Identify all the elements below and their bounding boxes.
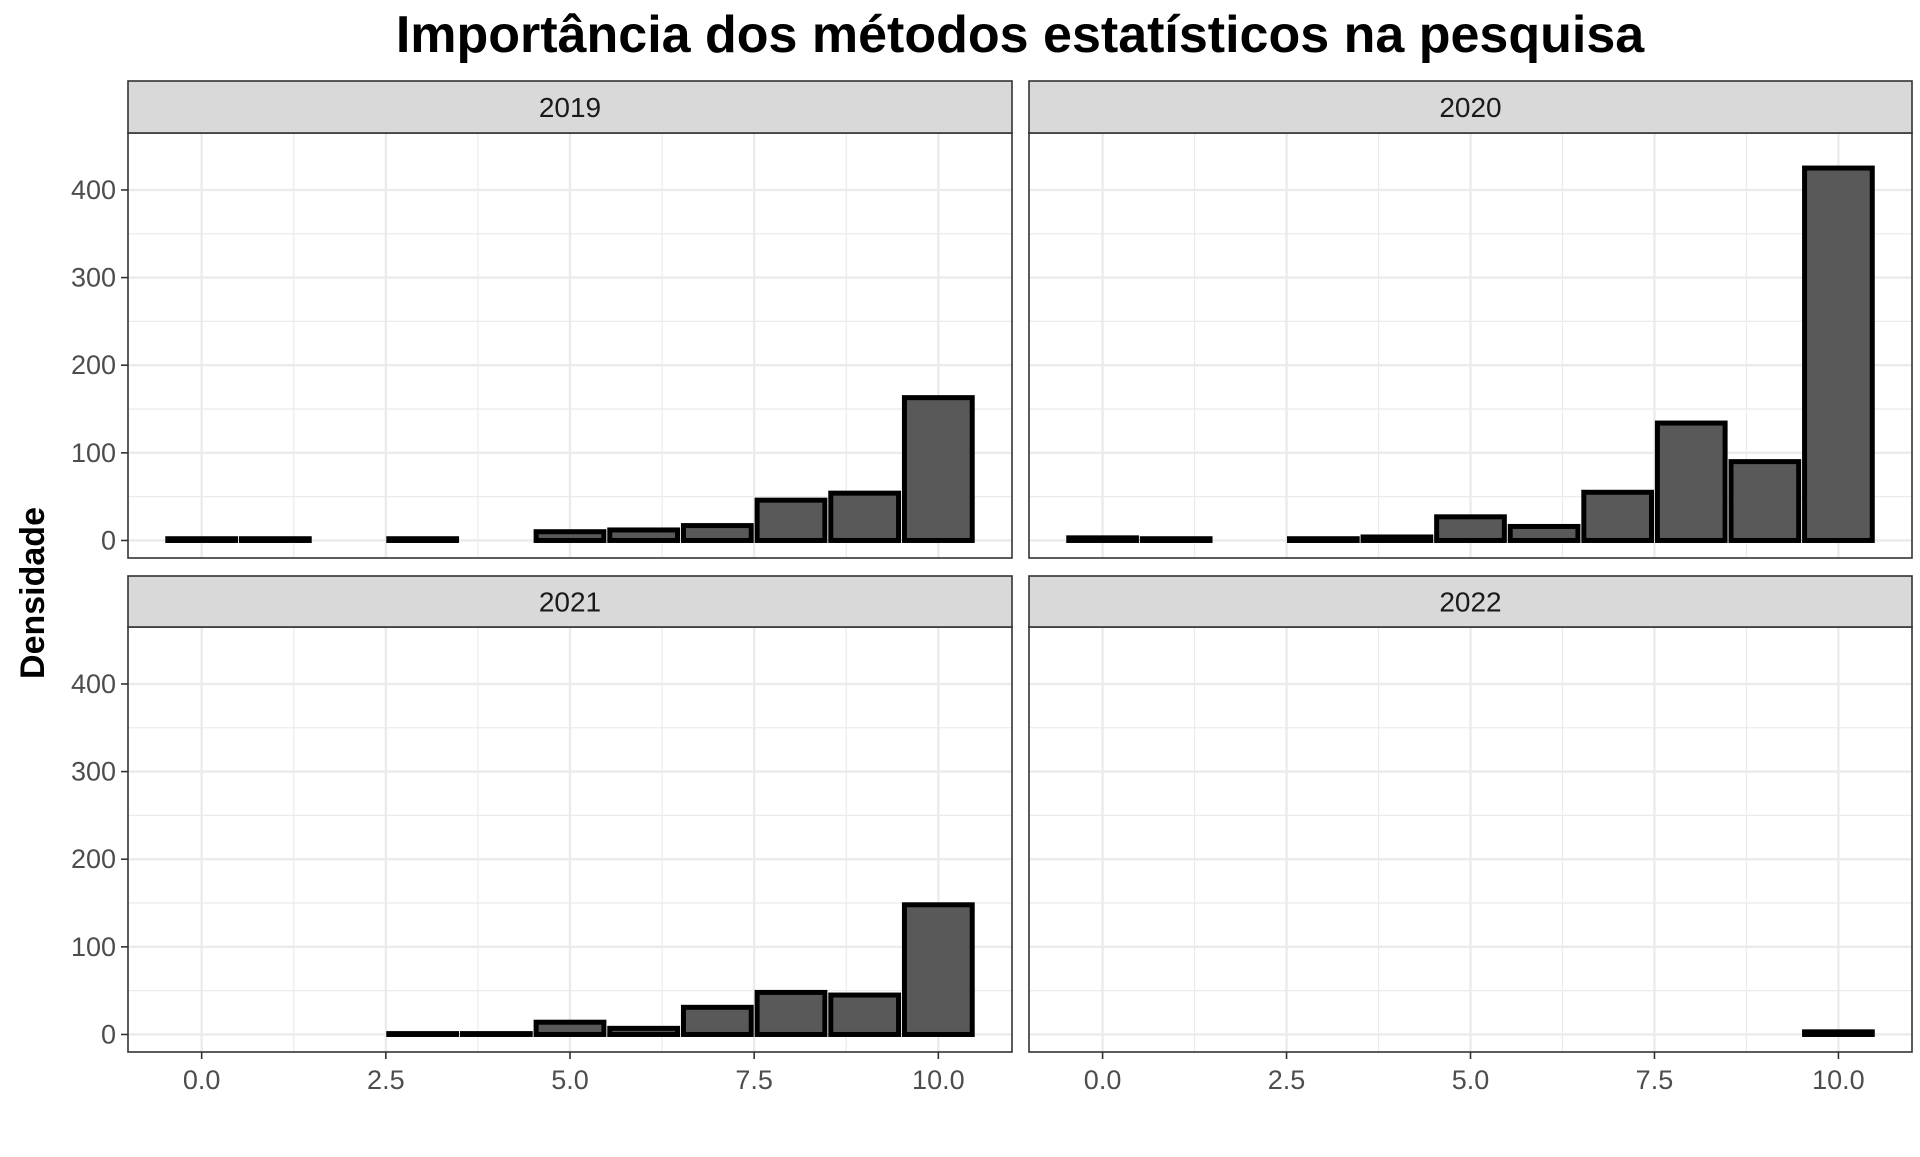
histogram-bar <box>754 989 828 1037</box>
facet-strip-label: 2020 <box>1439 92 1501 123</box>
facet-strip <box>1028 575 1913 628</box>
facet-panel: 2019 0 100 200 300 400 <box>71 80 1013 559</box>
y-tick-label: 200 <box>71 844 116 874</box>
facet-strip-label: 2022 <box>1439 587 1501 618</box>
histogram-bar <box>828 490 902 543</box>
histogram-bar <box>1139 536 1213 543</box>
x-tick-label: 7.5 <box>735 1065 773 1095</box>
facet-panel: 2021 0 100 200 300 400 0.0 2.5 5.0 7.5 10.0 <box>71 575 1013 1095</box>
y-tick-label: 100 <box>71 932 116 962</box>
y-axis-label: Densidade <box>14 507 52 679</box>
facet-panel: 2022 0.0 2.5 5.0 7.5 10.0 <box>1028 575 1913 1095</box>
histogram-bar <box>828 992 902 1037</box>
facet-strip <box>127 575 1013 628</box>
y-tick-label: 300 <box>71 757 116 787</box>
histogram-bar <box>386 1031 460 1037</box>
x-tick-label: 10.0 <box>1812 1065 1865 1095</box>
y-tick-label: 0 <box>101 525 116 555</box>
histogram-bar <box>533 1019 607 1037</box>
facet-strip <box>1028 80 1913 134</box>
histogram-bar <box>459 1031 533 1037</box>
facet-strip-label: 2019 <box>539 92 601 123</box>
facet-strip <box>127 80 1013 134</box>
x-tick-label: 5.0 <box>1452 1065 1490 1095</box>
y-tick-label: 300 <box>71 263 116 293</box>
histogram-bar <box>607 527 681 543</box>
x-tick-label: 0.0 <box>1084 1065 1122 1095</box>
x-tick-label: 2.5 <box>1268 1065 1306 1095</box>
histogram-bar <box>1360 534 1434 543</box>
facet-panels: 2019 0 100 200 300 400 2020 2021 0 100 200 300 400 0.… <box>71 80 1913 1095</box>
x-tick-label: 7.5 <box>1636 1065 1674 1095</box>
y-tick-label: 400 <box>71 669 116 699</box>
histogram-bar <box>901 902 975 1037</box>
y-tick-label: 400 <box>71 175 116 205</box>
histogram-bar <box>1507 523 1581 543</box>
histogram-bar <box>238 536 312 543</box>
histogram-bar <box>165 536 239 543</box>
x-tick-label: 10.0 <box>912 1065 965 1095</box>
chart-title: Importância dos métodos estatísticos na … <box>396 6 1645 64</box>
facet-strip-label: 2021 <box>539 587 601 618</box>
y-tick-label: 200 <box>71 350 116 380</box>
histogram-bar <box>1728 459 1802 543</box>
histogram-bar <box>680 1004 754 1037</box>
x-tick-label: 2.5 <box>367 1065 405 1095</box>
histogram-bar <box>386 536 460 543</box>
facet-panel: 2020 <box>1028 80 1913 559</box>
histogram-bar <box>1286 536 1360 543</box>
histogram-bar <box>607 1025 681 1037</box>
histogram-bar <box>1654 420 1728 543</box>
histogram-bar <box>1434 514 1507 543</box>
histogram-bar <box>754 497 828 543</box>
histogram-bar <box>680 523 754 543</box>
histogram-bar <box>1802 1029 1875 1037</box>
histogram-bar <box>901 395 975 543</box>
histogram-bar <box>1581 489 1655 543</box>
x-tick-label: 5.0 <box>551 1065 589 1095</box>
y-tick-label: 0 <box>101 1019 116 1049</box>
x-tick-label: 0.0 <box>183 1065 221 1095</box>
histogram-bar <box>1066 535 1139 543</box>
histogram-bar <box>533 529 607 543</box>
histogram-bar <box>1802 165 1875 543</box>
y-tick-label: 100 <box>71 438 116 468</box>
